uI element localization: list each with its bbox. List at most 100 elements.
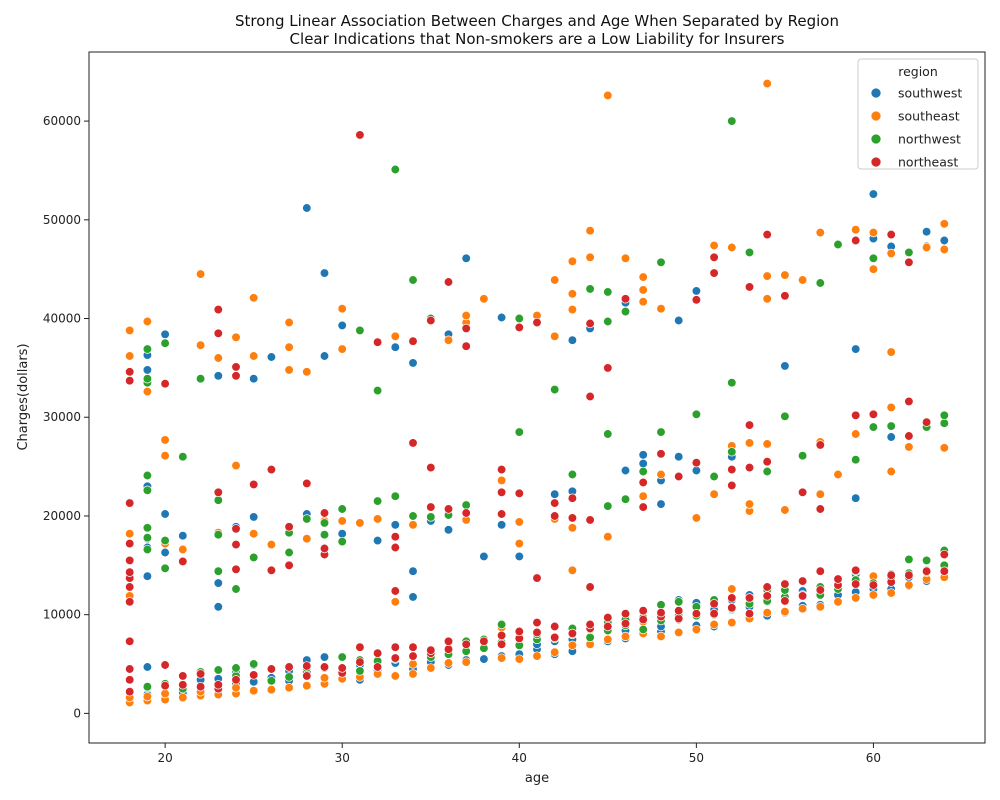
data-point-southeast xyxy=(337,516,347,526)
data-point-southeast xyxy=(939,244,949,255)
data-point-southwest xyxy=(372,535,383,546)
data-point-northeast xyxy=(691,458,702,468)
legend: region southwest southeast northwest northe… xyxy=(857,58,979,170)
data-point-southeast xyxy=(195,269,206,279)
data-point-southeast xyxy=(603,532,613,542)
data-point-southwest xyxy=(620,465,631,476)
data-point-southeast xyxy=(284,683,294,693)
data-point-northwest xyxy=(195,374,206,384)
data-point-northeast xyxy=(125,555,135,566)
data-point-northeast xyxy=(638,477,648,488)
series-northeast xyxy=(125,130,949,697)
data-point-southeast xyxy=(249,293,259,303)
data-point-southeast xyxy=(461,310,471,321)
data-point-northeast xyxy=(532,317,542,328)
data-point-southeast xyxy=(142,386,153,397)
data-point-northwest xyxy=(142,523,153,533)
data-point-southeast xyxy=(921,242,932,253)
data-point-northwest xyxy=(337,504,347,514)
data-point-southwest xyxy=(868,189,879,199)
data-point-northwest xyxy=(337,536,347,547)
data-point-northwest xyxy=(567,469,578,480)
data-point-northeast xyxy=(195,682,206,692)
data-point-southeast xyxy=(231,332,241,342)
data-point-southeast xyxy=(691,513,702,523)
data-point-southeast xyxy=(125,325,135,336)
data-point-southeast xyxy=(567,565,578,575)
data-point-southeast xyxy=(780,607,790,617)
data-point-northeast xyxy=(709,599,719,609)
data-point-southeast xyxy=(744,438,755,448)
data-point-northwest xyxy=(744,247,755,258)
data-point-northeast xyxy=(851,410,861,420)
data-point-northeast xyxy=(266,464,277,475)
data-point-northeast xyxy=(620,609,631,619)
data-point-southwest xyxy=(638,450,648,460)
data-point-southwest xyxy=(550,489,560,499)
legend-item-northeast: northeast xyxy=(870,155,958,170)
data-point-northwest xyxy=(603,316,613,327)
data-point-northeast xyxy=(780,596,790,606)
data-point-northeast xyxy=(284,662,294,672)
data-point-northeast xyxy=(532,627,542,638)
plot-area: 20 30 40 50 60 0 10000 20000 30000 40000 50000 600… xyxy=(43,51,986,765)
data-point-northwest xyxy=(160,535,170,546)
data-point-southeast xyxy=(886,402,896,413)
data-point-northwest xyxy=(160,563,170,573)
data-point-northeast xyxy=(496,639,507,649)
data-point-northeast xyxy=(567,628,578,639)
data-point-southeast xyxy=(815,489,825,499)
data-point-southeast xyxy=(213,353,223,363)
data-point-southeast xyxy=(709,619,719,630)
data-point-northwest xyxy=(142,533,153,543)
data-point-southwest xyxy=(160,329,170,339)
data-point-northwest xyxy=(231,584,241,594)
data-point-northeast xyxy=(709,252,719,262)
data-point-northwest xyxy=(851,455,861,465)
data-point-northeast xyxy=(390,586,400,596)
data-point-northeast xyxy=(550,511,560,521)
data-point-northwest xyxy=(249,552,259,563)
data-point-northwest xyxy=(355,666,365,676)
data-point-southeast xyxy=(496,475,507,486)
data-point-southwest xyxy=(213,602,223,612)
data-point-northwest xyxy=(337,652,347,662)
data-point-northwest xyxy=(674,597,684,607)
data-point-northeast xyxy=(443,636,454,646)
data-point-northwest xyxy=(939,418,949,428)
data-point-northeast xyxy=(213,680,223,690)
data-point-southeast xyxy=(797,275,808,285)
data-point-northeast xyxy=(355,130,365,140)
data-point-northeast xyxy=(249,670,259,680)
data-point-southwest xyxy=(851,493,861,503)
data-point-northwest xyxy=(904,247,914,258)
data-point-southeast xyxy=(408,520,418,530)
data-point-northeast xyxy=(284,522,294,532)
data-point-northeast xyxy=(213,487,223,497)
data-point-southeast xyxy=(851,593,861,603)
data-point-southeast xyxy=(886,347,896,357)
legend-marker xyxy=(870,87,882,99)
x-tick-label: 60 xyxy=(866,751,881,765)
data-point-northeast xyxy=(638,502,648,512)
data-point-northwest xyxy=(727,378,737,388)
data-point-northeast xyxy=(550,632,560,643)
data-point-northeast xyxy=(585,619,595,630)
data-point-northeast xyxy=(727,480,737,491)
data-point-southwest xyxy=(851,344,861,354)
data-point-northeast xyxy=(833,574,843,584)
series-southeast xyxy=(125,78,949,708)
data-point-northeast xyxy=(762,229,772,240)
y-tick-label: 40000 xyxy=(43,312,81,326)
data-point-northeast xyxy=(213,304,223,315)
data-point-southwest xyxy=(390,520,400,530)
data-point-northeast xyxy=(709,268,719,278)
data-point-northwest xyxy=(797,451,808,461)
data-point-northeast xyxy=(532,617,542,628)
data-point-northeast xyxy=(213,328,223,338)
data-point-northeast xyxy=(195,669,206,679)
data-point-northwest xyxy=(372,385,383,396)
data-point-southeast xyxy=(833,597,843,607)
data-point-southeast xyxy=(532,651,542,661)
